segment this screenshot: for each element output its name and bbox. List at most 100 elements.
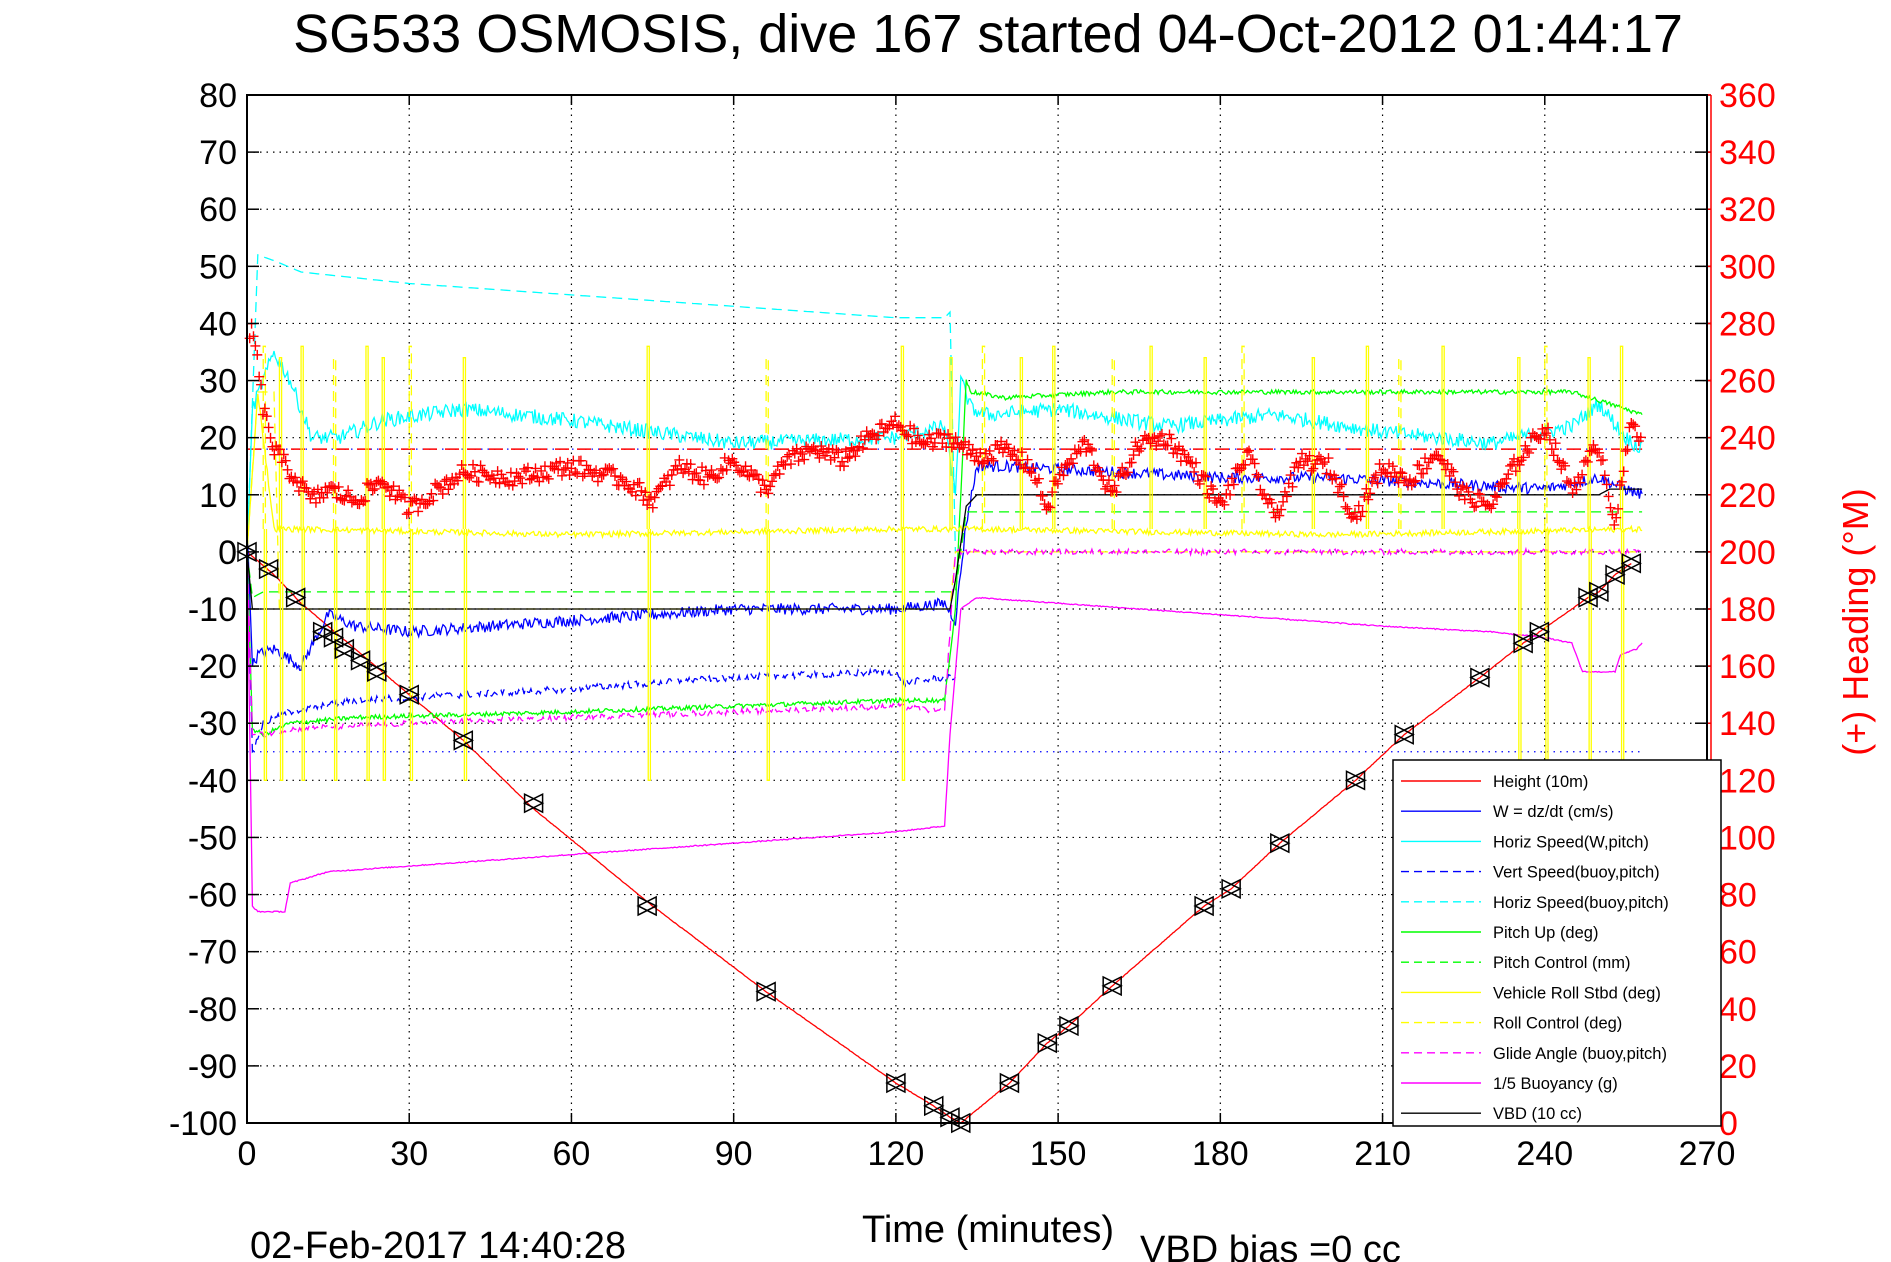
roll-spike — [1241, 345, 1245, 530]
heading-point — [1471, 501, 1482, 512]
y-right-tick-label: 120 — [1719, 762, 1776, 800]
dive-marker — [1528, 621, 1551, 643]
heading-point — [837, 456, 848, 467]
heading-point — [1548, 450, 1559, 461]
heading-point — [437, 489, 448, 500]
y-right-tick-label: 0 — [1719, 1105, 1738, 1143]
heading-point — [1219, 499, 1230, 510]
heading-point — [799, 454, 810, 465]
heading-point — [903, 431, 914, 442]
footer-timestamp: 02-Feb-2017 14:40:28 — [250, 1225, 626, 1262]
heading-point — [1611, 512, 1622, 523]
dive-marker — [885, 1072, 907, 1094]
x-axis-label: Time (minutes) — [862, 1209, 1114, 1251]
roll-spike — [1517, 357, 1521, 530]
heading-point — [1544, 434, 1555, 445]
heading-point — [1103, 475, 1114, 486]
heading-point — [1588, 439, 1599, 450]
y-right-tick-label: 20 — [1719, 1048, 1757, 1086]
y-tick-label: -10 — [188, 591, 237, 629]
heading-point — [1372, 478, 1383, 489]
heading-point — [765, 481, 776, 492]
x-tick-label: 90 — [715, 1135, 753, 1173]
y-tick-label: 70 — [199, 134, 237, 172]
heading-point — [683, 466, 694, 477]
heading-point — [1448, 466, 1459, 477]
heading-point — [1387, 461, 1398, 472]
roll-spike — [1019, 357, 1024, 530]
heading-point — [1397, 468, 1408, 479]
heading-point — [1363, 494, 1374, 505]
heading-point — [644, 494, 655, 505]
heading-point — [1062, 459, 1073, 470]
heading-point — [1117, 462, 1128, 473]
heading-point — [282, 464, 293, 475]
roll-spike-down — [1545, 529, 1549, 781]
y-right-tick-label: 160 — [1719, 648, 1776, 686]
heading-point — [975, 447, 986, 458]
heading-point — [1058, 470, 1069, 481]
y-right-tick-label: 140 — [1719, 705, 1776, 743]
heading-point — [1032, 477, 1043, 488]
heading-point — [1145, 438, 1156, 449]
heading-point — [377, 476, 388, 487]
heading-point — [1550, 438, 1561, 449]
x-tick-label: 180 — [1192, 1135, 1249, 1173]
roll-spike — [262, 345, 267, 530]
heading-point — [596, 470, 607, 481]
heading-point — [428, 495, 439, 506]
dive-marker — [1620, 553, 1642, 574]
heading-point — [1331, 473, 1342, 484]
heading-point — [751, 469, 762, 480]
heading-point — [464, 472, 475, 483]
heading-point — [1609, 519, 1620, 530]
heading-point — [488, 473, 499, 484]
y-tick-label: 10 — [199, 477, 237, 515]
y-tick-label: -40 — [188, 762, 237, 800]
heading-point — [1151, 440, 1162, 451]
series-line-3 — [246, 551, 956, 754]
heading-point — [1228, 479, 1239, 490]
heading-point — [829, 452, 840, 463]
heading-point — [1028, 463, 1039, 474]
heading-point — [1172, 448, 1183, 459]
heading-point — [1491, 492, 1502, 503]
heading-point — [1497, 479, 1508, 490]
roll-spike-down — [301, 529, 305, 781]
heading-point — [1249, 458, 1260, 469]
heading-point — [556, 470, 567, 481]
heading-point — [1033, 473, 1044, 484]
dive-marker — [322, 627, 345, 648]
heading-point — [1037, 490, 1048, 501]
heading-point — [477, 465, 488, 476]
y-right-tick-label: 80 — [1719, 877, 1757, 915]
heading-point — [1368, 472, 1379, 483]
roll-spike — [765, 357, 769, 530]
heading-point — [1276, 504, 1287, 515]
heading-point — [838, 461, 849, 472]
legend-box — [1392, 759, 1722, 1127]
roll-spike — [365, 345, 369, 530]
dive-marker — [349, 650, 372, 671]
heading-point — [1599, 470, 1610, 481]
heading-point — [1580, 455, 1591, 466]
heading-point — [988, 455, 999, 466]
heading-point — [1194, 478, 1205, 489]
heading-point — [530, 463, 541, 474]
roll-spike — [1398, 357, 1402, 530]
y-tick-label: -80 — [188, 991, 237, 1029]
heading-point — [1518, 452, 1529, 463]
heading-point — [1454, 490, 1465, 501]
heading-point — [997, 447, 1008, 458]
heading-point — [1620, 446, 1631, 457]
heading-point — [1514, 459, 1525, 470]
heading-point — [691, 468, 702, 479]
heading-point — [278, 449, 289, 460]
legend-label-10: 1/5 Buoyancy (g) — [1493, 1075, 1618, 1093]
heading-point — [256, 379, 267, 390]
y-right-tick-label: 220 — [1719, 477, 1776, 515]
legend: Height (10m) W = dz/dt (cm/s) Horiz Speed(… — [1392, 759, 1722, 1127]
heading-point — [297, 476, 308, 487]
heading-point — [1043, 501, 1054, 512]
heading-point — [666, 469, 677, 480]
